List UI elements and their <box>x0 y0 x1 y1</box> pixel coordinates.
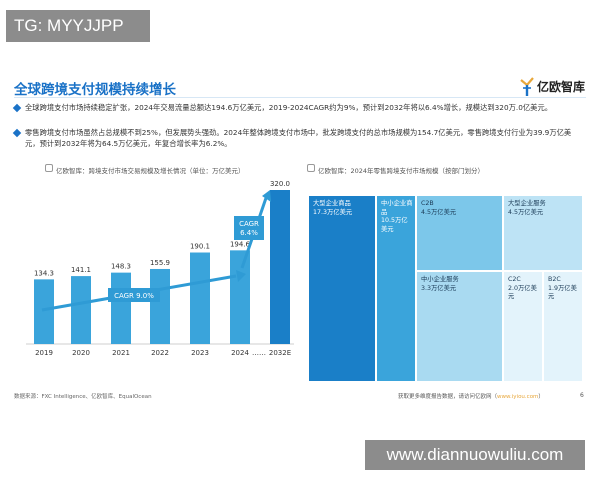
x-tick-label: 2020 <box>72 349 90 357</box>
bar-value-label: 190.1 <box>190 243 210 251</box>
x-tick-label: 2019 <box>35 349 53 357</box>
treemap-cell-label: B2C 1.9万亿美元 <box>548 276 580 302</box>
bullet-point: 全球跨境支付市场持续稳定扩张，2024年交易流量总额达194.6万亿美元，201… <box>12 103 584 125</box>
bar-value-label: 155.9 <box>150 259 170 267</box>
chart-title-icon <box>45 164 53 172</box>
footer-note: 获取更多维度报告数据，请访问亿欧网（www.iyiou.com） <box>398 392 544 400</box>
bullet-diamond-icon <box>12 103 22 113</box>
treemap-segment-name: B2C <box>548 276 561 283</box>
treemap-cell: B2C 1.9万亿美元 <box>543 271 583 382</box>
treemap-segment-value: 4.5万亿美元 <box>421 208 457 216</box>
treemap-segment-name: 大型企业商品 <box>313 200 351 207</box>
watermark-site-label: www.diannuowuliu.com <box>365 440 585 470</box>
cagr-label: CAGR 6.4% <box>239 220 259 237</box>
treemap-segment-name: 大型企业服务 <box>508 200 546 207</box>
bullet-diamond-icon <box>12 128 22 138</box>
bullet-text: 全球跨境支付市场持续稳定扩张，2024年交易流量总额达194.6万亿美元，201… <box>25 103 553 112</box>
treemap-segment-value: 4.5万亿美元 <box>508 208 544 216</box>
bar-value-label: 320.0 <box>270 180 290 188</box>
page-title: 全球跨境支付规模持续增长 <box>14 82 176 98</box>
chart-bar <box>190 252 210 344</box>
title-divider <box>14 97 586 98</box>
bullet-point: 零售跨境支付市场虽然占总规模不到25%，但发展势头强劲。2024年整体跨境支付市… <box>12 128 584 150</box>
treemap-segment-value: 10.5万亿美元 <box>381 217 408 233</box>
treemap-cell: 大型企业服务 4.5万亿美元 <box>503 195 583 271</box>
treemap-cell: C2B 4.5万亿美元 <box>416 195 503 271</box>
treemap-segment-value: 17.3万亿美元 <box>313 208 353 216</box>
cagr-label: CAGR 9.0% <box>114 292 154 300</box>
cagr-label-box <box>108 288 160 302</box>
treemap-cell: 大型企业商品 17.3万亿美元 <box>308 195 376 382</box>
treemap-segment-value: 2.0万亿美元 <box>508 284 537 301</box>
chart-bar <box>71 276 91 344</box>
treemap-cell: 中小企业服务 3.3万亿美元 <box>416 271 503 382</box>
axis-gap-label: …… <box>252 349 266 357</box>
cagr-label-box <box>234 216 264 240</box>
treemap-segment-name: C2C <box>508 276 521 283</box>
treemap-cell-label: 中小企业服务 3.3万亿美元 <box>421 276 500 293</box>
treemap-cell: C2C 2.0万亿美元 <box>503 271 543 382</box>
cagr-arrow-head-icon <box>236 270 246 282</box>
treemap-segment-name: 中小企业商品 <box>381 200 413 216</box>
treemap-segment-value: 1.9万亿美元 <box>548 284 577 301</box>
source-note: 数据来源：FXC Intelligence、亿欧智库、EqualOcean <box>14 394 152 400</box>
page-number: 6 <box>580 392 584 399</box>
cagr-arrow-head-icon <box>262 190 271 202</box>
bar-chart: 134.3 2019 141.1 2020 148.3 2021 155.9 2022 190.… <box>26 180 294 357</box>
bar-value-label: 148.3 <box>111 263 131 271</box>
treemap-segment-name: C2B <box>421 200 434 207</box>
chart-bar <box>111 272 131 344</box>
treemap-cell-label: 中小企业商品 10.5万亿美元 <box>381 200 413 234</box>
treemap-segment-name: 中小企业服务 <box>421 276 459 283</box>
treemap-cell-label: C2C 2.0万亿美元 <box>508 276 540 302</box>
treemap-cell-label: 大型企业商品 17.3万亿美元 <box>313 200 373 217</box>
logo-text: 亿欧智库 <box>537 80 586 94</box>
left-chart-title: 亿欧智库：跨境支付市场交易规模及增长情况（单位：万亿美元） <box>56 167 245 175</box>
footer-link[interactable]: www.iyiou.com <box>497 394 539 400</box>
treemap-cell-label: C2B 4.5万亿美元 <box>421 200 500 217</box>
footer-close: ） <box>538 394 544 400</box>
chart-bar <box>34 279 54 344</box>
footer-text: 获取更多维度报告数据，请访问亿欧网（ <box>398 394 498 400</box>
x-tick-label: 2024 <box>231 349 249 357</box>
x-tick-label: 2021 <box>112 349 130 357</box>
bullet-text: 零售跨境支付市场虽然占总规模不到25%，但发展势头强劲。2024年整体跨境支付市… <box>25 128 572 148</box>
logo-mark-icon <box>520 77 534 96</box>
bar-value-label: 134.3 <box>34 269 54 277</box>
chart-bar <box>230 250 250 344</box>
right-chart-title: 亿欧智库：2024年零售跨境支付市场规模（按部门划分） <box>318 167 485 175</box>
treemap-segment-value: 3.3万亿美元 <box>421 284 457 292</box>
chart-bar <box>150 268 170 344</box>
x-tick-label: 2023 <box>191 349 209 357</box>
x-tick-label: 2022 <box>151 349 169 357</box>
chart-bar <box>270 190 290 344</box>
brand-logo: 亿欧智库 <box>519 76 591 98</box>
treemap-chart: 大型企业商品 17.3万亿美元 中小企业商品 10.5万亿美元 C2B 4.5万亿美元 大型… <box>308 195 583 382</box>
tg-overlay-label: TG: MYYJJPP <box>6 10 150 42</box>
treemap-cell: 中小企业商品 10.5万亿美元 <box>376 195 416 382</box>
chart-title-icon <box>307 164 315 172</box>
bar-value-label: 141.1 <box>71 266 91 274</box>
bar-value-label: 194.6 <box>230 240 251 248</box>
treemap-cell-label: 大型企业服务 4.5万亿美元 <box>508 200 580 217</box>
x-tick-label: 2032E <box>269 349 291 357</box>
